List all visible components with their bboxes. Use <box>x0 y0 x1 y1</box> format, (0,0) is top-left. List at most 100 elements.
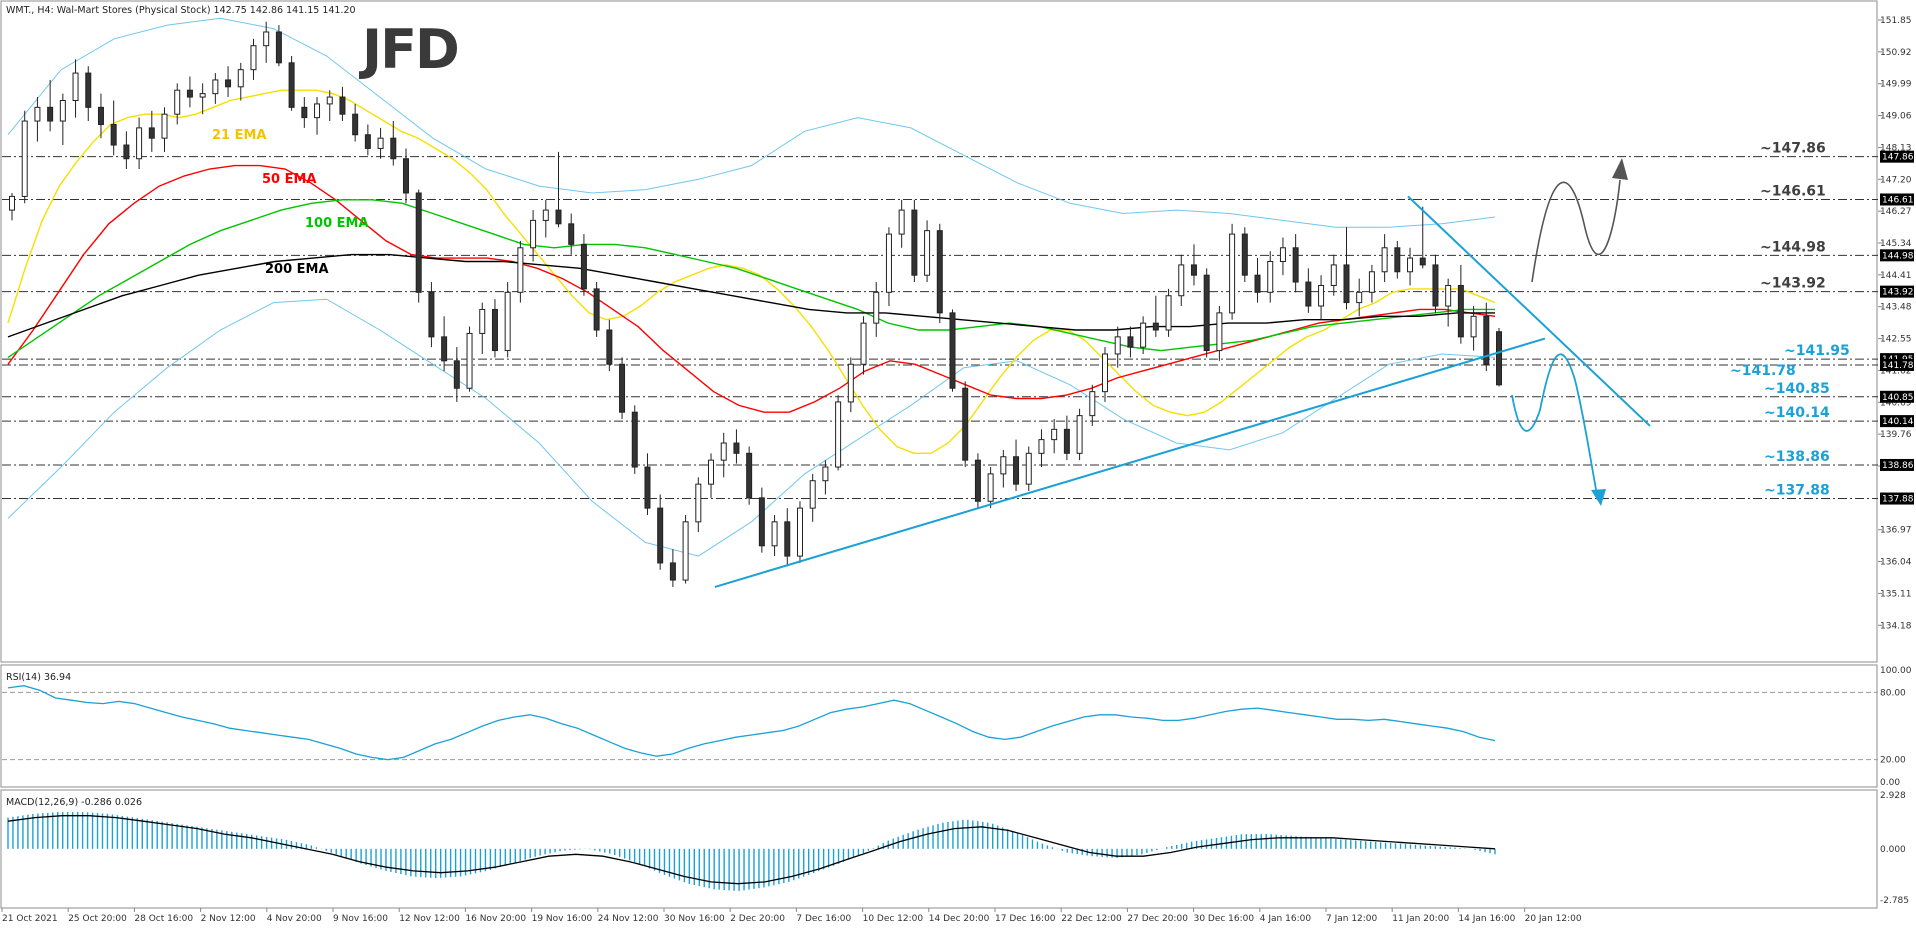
price-tick-label: 143.48 <box>1880 303 1912 313</box>
macd-tick-label: -2.785 <box>1880 896 1909 906</box>
candle-body <box>402 158 409 194</box>
candle-body <box>110 123 117 146</box>
price-tick-label: 149.99 <box>1880 80 1912 90</box>
price-tag-box <box>1880 249 1914 262</box>
candle-body <box>631 411 638 468</box>
price-tick-label: 145.34 <box>1880 239 1912 249</box>
candle-body <box>669 562 676 581</box>
time-label: 20 Jan 12:00 <box>1525 914 1582 924</box>
candle-body <box>733 442 740 454</box>
candle-body <box>1432 264 1439 307</box>
ema-label: 21 EMA <box>212 128 267 143</box>
price-tag-box <box>1880 358 1914 371</box>
resistance-trendline <box>1407 195 1651 427</box>
time-label: 10 Dec 12:00 <box>863 914 924 924</box>
candle-body <box>746 452 753 499</box>
price-tick-label: 135.11 <box>1880 589 1912 599</box>
macd-panel: 2.928 0.000 -2.785 <box>7 791 1909 906</box>
candle-body <box>1025 452 1032 485</box>
candle-body <box>1368 271 1375 293</box>
candle-body <box>34 106 41 122</box>
macd-panel-frame <box>0 789 1878 909</box>
bullish-scenario-arrow <box>1531 179 1621 283</box>
candle-body <box>441 336 448 362</box>
candle-body <box>59 99 66 122</box>
price-tag-label: 144.98 <box>1882 251 1914 261</box>
level-label: ~140.85 <box>1764 381 1830 397</box>
candle-body <box>1190 264 1197 276</box>
level-labels: ~147.86 ~146.61 ~144.98 ~143.92 ~141.95 ~141.… <box>1730 141 1850 499</box>
price-tag-label: 140.14 <box>1882 417 1914 427</box>
candle-body <box>199 93 206 98</box>
candle-body <box>504 291 511 352</box>
candle-body <box>1343 264 1350 304</box>
candle-body <box>1063 428 1070 454</box>
candle-body <box>580 243 587 290</box>
level-label: ~146.61 <box>1760 183 1826 199</box>
time-label: 16 Nov 20:00 <box>465 914 526 924</box>
candle-body <box>9 195 15 211</box>
candle-body <box>1483 315 1490 365</box>
bearish-arrowhead <box>1591 489 1606 506</box>
candle-body <box>186 89 193 98</box>
candle-body <box>822 466 829 482</box>
candle-body <box>250 45 257 71</box>
candle-body <box>1457 284 1464 338</box>
rsi-tick-label: 80.00 <box>1880 688 1906 698</box>
level-label: ~141.78 <box>1730 363 1796 379</box>
candle-body <box>771 521 778 547</box>
level-label: ~141.95 <box>1784 343 1850 359</box>
chart-title: WMT., H4: Wal-Mart Stores (Physical Stoc… <box>6 5 356 16</box>
price-tick-label: 150.92 <box>1880 48 1912 58</box>
candle-body <box>1076 415 1083 454</box>
candle-body <box>695 483 702 523</box>
candle-body <box>1292 247 1299 283</box>
candle-body <box>47 106 54 122</box>
time-label: 11 Jan 20:00 <box>1392 914 1449 924</box>
price-tag-label: 140.85 <box>1882 393 1914 403</box>
candle-body <box>555 209 562 225</box>
candle-body <box>352 113 359 136</box>
candle-body <box>860 322 867 365</box>
candle-body <box>390 137 397 160</box>
time-label: 30 Nov 16:00 <box>664 914 725 924</box>
candle-body <box>1381 247 1388 273</box>
candle-body <box>479 308 486 334</box>
price-tag-box <box>1880 390 1914 403</box>
candle-body <box>542 209 549 221</box>
candle-body <box>796 507 803 557</box>
candle-body <box>1038 439 1045 454</box>
candle-body <box>1102 353 1109 393</box>
candle-body <box>835 401 842 468</box>
rsi-title: RSI(14) 36.94 <box>6 672 71 683</box>
candle-body <box>453 360 460 389</box>
time-label: 7 Jan 12:00 <box>1326 914 1378 924</box>
price-tick-label: 140.69 <box>1880 398 1912 408</box>
time-label: 21 Oct 2021 <box>2 914 58 924</box>
candle-body <box>1178 264 1185 297</box>
price-panel-frame <box>0 0 1878 663</box>
candlesticks <box>9 21 1502 587</box>
level-label: ~140.14 <box>1764 405 1830 421</box>
candle-body <box>212 79 219 95</box>
candle-body <box>758 497 765 547</box>
candle-body <box>708 459 715 485</box>
level-label: ~144.98 <box>1760 239 1826 255</box>
candle-body <box>339 96 346 115</box>
time-label: 22 Dec 12:00 <box>1061 914 1122 924</box>
ema-line <box>7 199 1495 358</box>
candle-body <box>898 209 905 235</box>
price-tick-label: 147.20 <box>1880 175 1912 185</box>
candle-body <box>428 291 435 338</box>
candle-body <box>275 31 282 64</box>
moving-averages: 21 EMA 50 EMA 100 EMA 200 EMA <box>7 89 1496 454</box>
candle-body <box>568 223 575 245</box>
candle-body <box>936 230 943 314</box>
candle-body <box>1203 274 1210 352</box>
candle-body <box>97 106 104 125</box>
candle-body <box>885 233 892 293</box>
price-tick-label: 141.62 <box>1880 366 1912 376</box>
